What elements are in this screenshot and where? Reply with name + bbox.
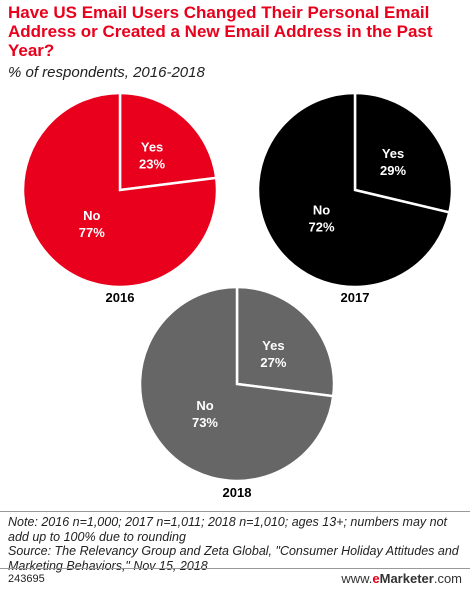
pie-2018-label-no: No [196,398,213,413]
brand-name: Marketer [379,571,434,586]
emarketer-logo[interactable]: www.eMarketer.com [341,571,462,586]
pie-charts: Yes 23% No 77% 2016 Yes 29% No 72% 2017 Yes 27% No 73… [21,91,454,500]
pie-2017-slice-yes [353,91,454,214]
pie-2018-slice-no [138,285,335,483]
brand-suffix: .com [433,571,462,586]
pie-2016-label-no: No [83,208,100,223]
footer-divider [0,511,470,512]
pie-2018-label-yes: Yes [262,338,284,353]
pie-2018-value-yes: 27% [260,355,286,370]
brand-prefix: www. [341,571,373,586]
chart-title: Have US Email Users Changed Their Person… [8,3,433,60]
pie-2016-value-no: 77% [79,225,105,240]
chart-subtitle: % of respondents, 2016-2018 [8,64,205,81]
pie-2017-slice-no [256,91,451,289]
chart-id: 243695 [8,573,45,585]
pie-2018-slice-yes [235,285,336,398]
pie-2017-label-yes: Yes [382,146,404,161]
pie-2017-value-no: 72% [308,219,334,234]
pie-2016-slice-no [21,91,219,289]
pie-2016-year-label: 2016 [106,290,135,305]
footnote: Note: 2016 n=1,000; 2017 n=1,011; 2018 n… [8,515,466,573]
pie-2017-label-no: No [313,202,330,217]
pie-2018-year-label: 2018 [223,485,252,500]
pie-2018-value-no: 73% [192,415,218,430]
pie-2016-value-yes: 23% [139,157,165,172]
source-text: Source: The Relevancy Group and Zeta Glo… [8,544,459,573]
pie-2017-year-label: 2017 [341,290,370,305]
note-text: Note: 2016 n=1,000; 2017 n=1,011; 2018 n… [8,515,447,544]
footer-divider-bottom [0,568,470,569]
pie-2016-slice-yes [118,91,218,192]
pie-2016-label-yes: Yes [141,140,163,155]
brand-e: e [372,571,380,586]
pie-2017-value-yes: 29% [380,163,406,178]
